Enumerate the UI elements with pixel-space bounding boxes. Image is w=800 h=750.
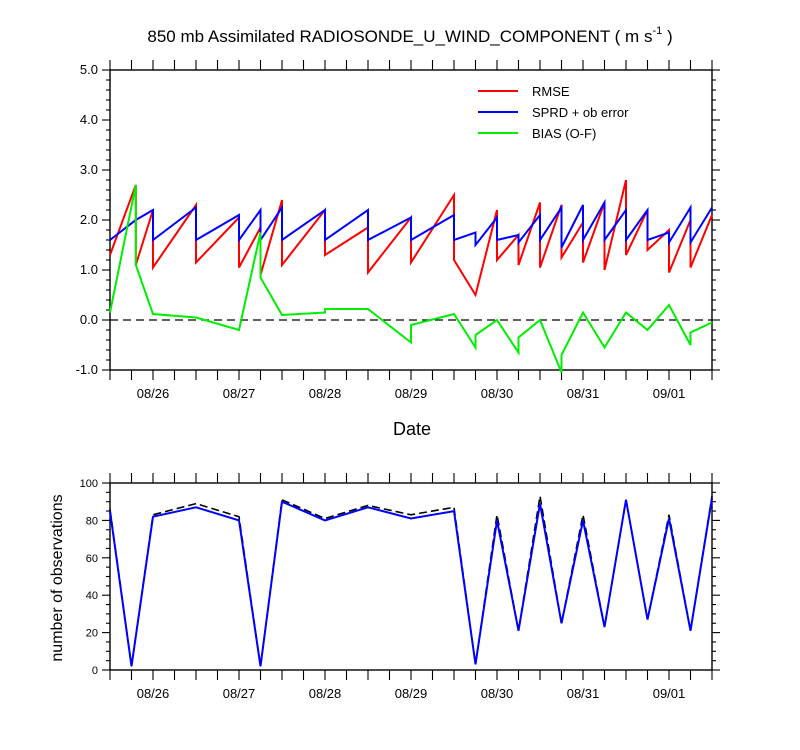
top-plot: -1.0 0.0 1.0 2.0 3.0 4.0 5.0 08/26 08/27 08/28 08/… (76, 60, 720, 401)
top-ytick-label: 0.0 (80, 312, 98, 327)
y-axis-label-observations: number of observations (49, 494, 66, 661)
legend-bias-label: BIAS (O-F) (532, 126, 596, 141)
bottom-ytick-label: 80 (86, 515, 98, 527)
bottom-ytick-label: 60 (86, 553, 98, 565)
bottom-ytick-label: 0 (92, 665, 98, 677)
top-xtick-label: 09/01 (653, 386, 686, 401)
top-xtick-label: 08/28 (309, 386, 342, 401)
bottom-plot-frame (109, 482, 713, 671)
bottom-ytick-label: 40 (86, 590, 98, 602)
top-xtick-label: 08/29 (395, 386, 428, 401)
top-ytick-label: 2.0 (80, 212, 98, 227)
top-xtick-label: 08/26 (137, 386, 170, 401)
bottom-xtick-label: 08/31 (567, 686, 600, 701)
chart-title: 850 mb Assimilated RADIOSONDE_U_WIND_COM… (147, 25, 672, 46)
legend-rmse-label: RMSE (532, 84, 570, 99)
bottom-xtick-label: 08/30 (481, 686, 514, 701)
top-xtick-label: 08/31 (567, 386, 600, 401)
x-axis-label: Date (393, 419, 431, 439)
top-ytick-label: 5.0 (80, 62, 98, 77)
bottom-xtick-label: 08/27 (223, 686, 256, 701)
bottom-xtick-label: 08/29 (395, 686, 428, 701)
bottom-ytick-label: 20 (86, 628, 98, 640)
bottom-series-solid (109, 497, 713, 667)
bottom-ytick-label: 100 (80, 478, 98, 490)
top-xtick-label: 08/30 (481, 386, 514, 401)
top-ytick-label: -1.0 (76, 362, 98, 377)
bottom-xtick-label: 09/01 (653, 686, 686, 701)
top-ytick-label: 4.0 (80, 112, 98, 127)
legend-sprd-label: SPRD + ob error (532, 105, 629, 120)
bottom-plot: 0 20 40 60 80 100 08/26 08/27 08/28 08/29 08/30 08/… (80, 473, 720, 701)
top-series-bias-o-f- (109, 184, 713, 373)
bottom-xtick-label: 08/26 (137, 686, 170, 701)
bottom-xtick-label: 08/28 (309, 686, 342, 701)
top-series-sprd-ob-error (109, 198, 713, 248)
legend: RMSE SPRD + ob error BIAS (O-F) (478, 84, 629, 141)
top-xtick-label: 08/27 (223, 386, 256, 401)
top-ytick-label: 1.0 (80, 262, 98, 277)
top-ytick-label: 3.0 (80, 162, 98, 177)
